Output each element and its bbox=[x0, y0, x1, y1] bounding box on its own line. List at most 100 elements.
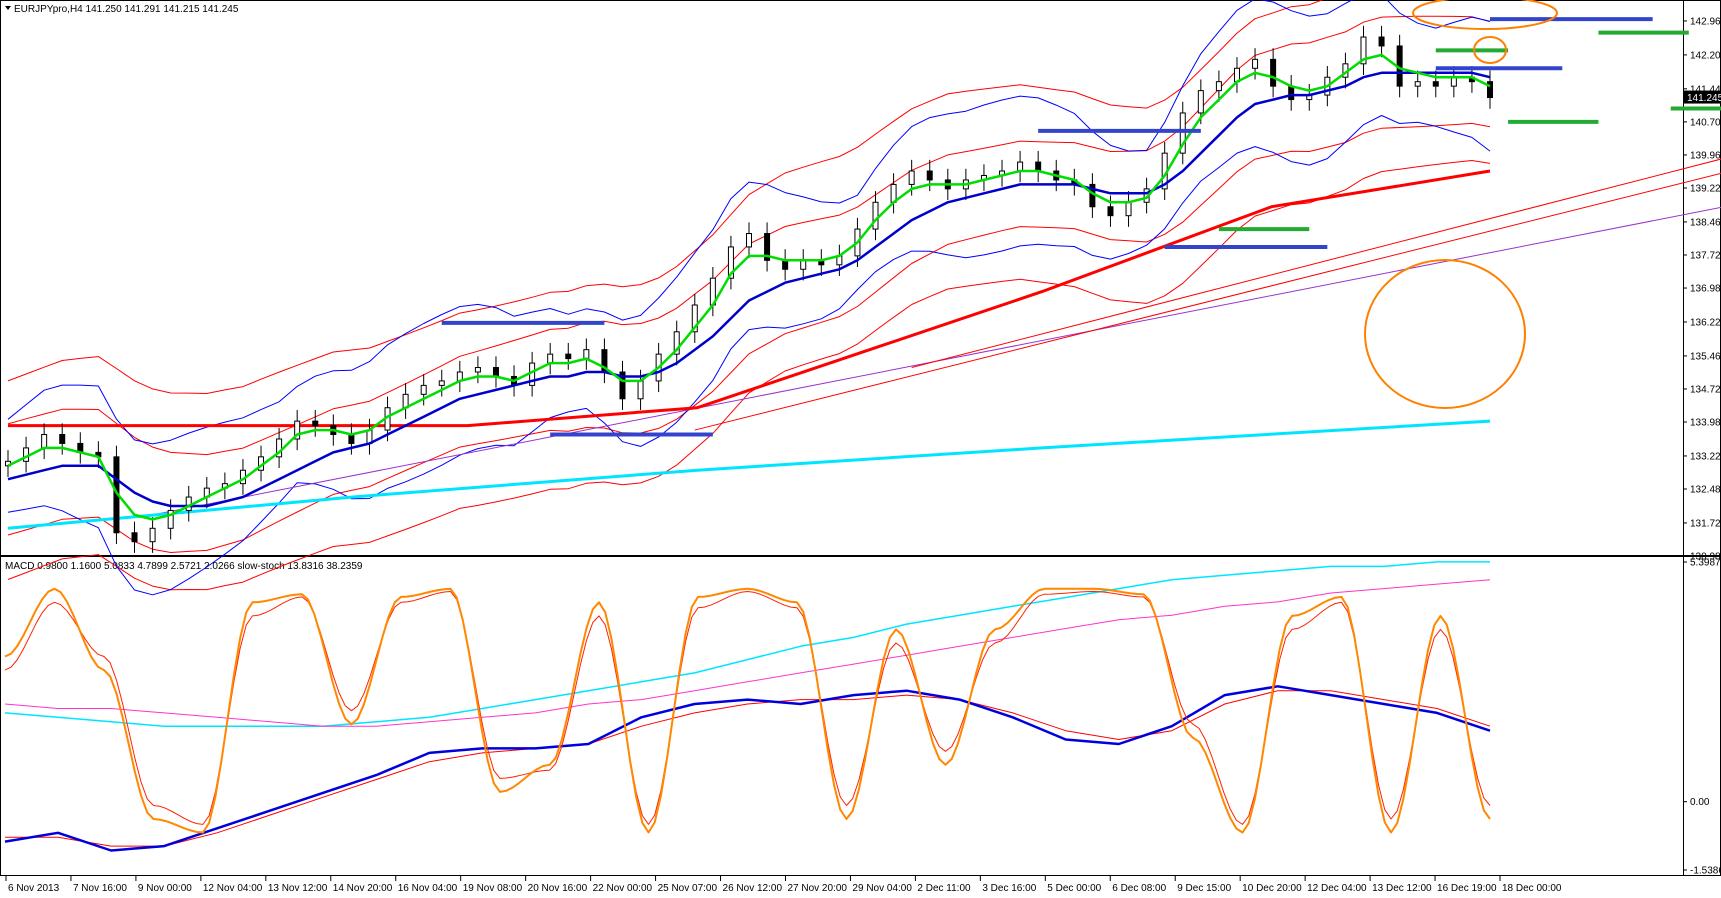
price-tick-label: 142.200 bbox=[1690, 50, 1721, 61]
time-tick-label: 20 Nov 16:00 bbox=[528, 883, 588, 894]
candle-body bbox=[1414, 81, 1421, 87]
price-tick-label: 138.460 bbox=[1690, 217, 1721, 228]
candle-body bbox=[727, 246, 734, 279]
time-tick-label: 27 Nov 20:00 bbox=[787, 883, 847, 894]
time-tick-label: 22 Nov 00:00 bbox=[593, 883, 653, 894]
candle-body bbox=[800, 259, 807, 270]
candle-body bbox=[872, 201, 879, 230]
time-tick-label: 16 Nov 04:00 bbox=[398, 883, 458, 894]
macd-header: MACD 0.9800 1.1600 5.0833 4.7899 2.5721 … bbox=[5, 561, 363, 572]
price-tick-label: 135.460 bbox=[1690, 351, 1721, 362]
candle-body bbox=[59, 434, 66, 444]
price-tick-label: 133.980 bbox=[1690, 418, 1721, 429]
candle-body bbox=[1035, 161, 1042, 172]
sma-red-line bbox=[8, 169, 1491, 428]
time-tick-label: 10 Dec 20:00 bbox=[1242, 883, 1302, 894]
price-tick-label: 139.220 bbox=[1690, 183, 1721, 194]
candle-body bbox=[1270, 58, 1277, 87]
price-tick-label: 130.980 bbox=[1690, 552, 1721, 563]
candle-body bbox=[474, 367, 481, 373]
candle-body bbox=[1450, 76, 1457, 87]
candle-body bbox=[1017, 161, 1024, 172]
time-tick-label: 14 Nov 20:00 bbox=[333, 883, 393, 894]
band-line bbox=[7, 0, 1491, 445]
price-tick-label: 139.960 bbox=[1690, 150, 1721, 161]
macd-magenta-line bbox=[4, 579, 1491, 727]
time-tick-label: 9 Dec 15:00 bbox=[1177, 883, 1231, 894]
time-tick-label: 6 Dec 08:00 bbox=[1112, 883, 1166, 894]
candle-body bbox=[312, 420, 319, 427]
price-tick-label: 131.720 bbox=[1690, 518, 1721, 529]
candle-body bbox=[908, 170, 915, 185]
candle-body bbox=[1107, 206, 1114, 217]
candle-body bbox=[1432, 81, 1439, 87]
candle-body bbox=[764, 233, 771, 261]
time-tick-label: 26 Nov 12:00 bbox=[723, 883, 783, 894]
candle-body bbox=[1125, 201, 1132, 217]
time-tick-label: 12 Nov 04:00 bbox=[203, 883, 263, 894]
highlight-circle bbox=[1364, 259, 1526, 409]
time-tick-label: 5 Dec 00:00 bbox=[1047, 883, 1101, 894]
candle-body bbox=[294, 420, 301, 440]
trend-line-red bbox=[694, 172, 1721, 431]
sma-cyan-line bbox=[7, 419, 1491, 530]
candle-body bbox=[1179, 112, 1186, 154]
price-tick-label: 140.700 bbox=[1690, 117, 1721, 128]
time-tick-label: 19 Nov 08:00 bbox=[463, 883, 523, 894]
price-tick-label: 136.220 bbox=[1690, 317, 1721, 328]
candle-body bbox=[420, 384, 427, 395]
price-tick-label: 137.720 bbox=[1690, 250, 1721, 261]
time-tick-label: 18 Dec 00:00 bbox=[1502, 883, 1562, 894]
candle-body bbox=[691, 304, 698, 333]
candle-body bbox=[131, 532, 138, 543]
candle-body bbox=[167, 509, 174, 529]
price-tick-label: 132.480 bbox=[1690, 485, 1721, 496]
trend-line-purple bbox=[152, 206, 1721, 516]
price-tick-label: 141.440 bbox=[1690, 84, 1721, 95]
price-tick-label: 134.720 bbox=[1690, 384, 1721, 395]
candle-body bbox=[1252, 58, 1259, 69]
price-tick-label: 142.960 bbox=[1690, 16, 1721, 27]
envelope-line bbox=[7, 160, 1491, 591]
time-tick-label: 2 Dec 11:00 bbox=[917, 883, 971, 894]
macd-tick-label: 0.00 bbox=[1690, 797, 1710, 808]
candle-body bbox=[1215, 81, 1222, 92]
time-tick-label: 3 Dec 16:00 bbox=[982, 883, 1036, 894]
ema-slow-line bbox=[7, 71, 1491, 508]
price-tick-label: 136.980 bbox=[1690, 284, 1721, 295]
candle-body bbox=[492, 367, 499, 377]
candle-body bbox=[1378, 36, 1385, 47]
indicator-pane bbox=[0, 556, 1721, 876]
candle-body bbox=[583, 349, 590, 360]
candle-body bbox=[565, 353, 572, 360]
candle-body bbox=[1360, 36, 1367, 65]
time-tick-label: 25 Nov 07:00 bbox=[658, 883, 718, 894]
band-line bbox=[7, 115, 1491, 596]
price-pane bbox=[0, 0, 1721, 556]
current-price-label: 141.245 bbox=[1687, 93, 1721, 104]
envelope-line bbox=[7, 0, 1324, 394]
candle-body bbox=[1197, 90, 1204, 114]
candle-body bbox=[619, 371, 626, 400]
highlight-circle bbox=[1412, 0, 1558, 30]
candle-body bbox=[1487, 81, 1493, 99]
candle-body bbox=[1288, 85, 1295, 101]
candle-body bbox=[673, 331, 680, 355]
time-tick-label: 7 Nov 16:00 bbox=[73, 883, 127, 894]
macd-tick-label: -1.5386 bbox=[1690, 866, 1721, 877]
candle-body bbox=[348, 434, 355, 444]
time-tick-label: 6 Nov 2013 bbox=[8, 883, 60, 894]
current-price-box bbox=[1684, 90, 1720, 104]
macd-tick-label: 5.3987 bbox=[1690, 558, 1721, 569]
candle-body bbox=[547, 353, 554, 364]
time-tick-label: 16 Dec 19:00 bbox=[1437, 883, 1497, 894]
candle-body bbox=[746, 233, 752, 248]
symbol-header: EURJPYpro,H4 141.250 141.291 141.215 141… bbox=[14, 4, 239, 15]
price-tick-label: 133.220 bbox=[1690, 451, 1721, 462]
macd-signal-line bbox=[5, 690, 1491, 847]
trend-line-red bbox=[911, 158, 1721, 369]
candle-body bbox=[41, 434, 48, 449]
candle-body bbox=[276, 438, 283, 458]
envelope-line bbox=[7, 122, 1491, 553]
